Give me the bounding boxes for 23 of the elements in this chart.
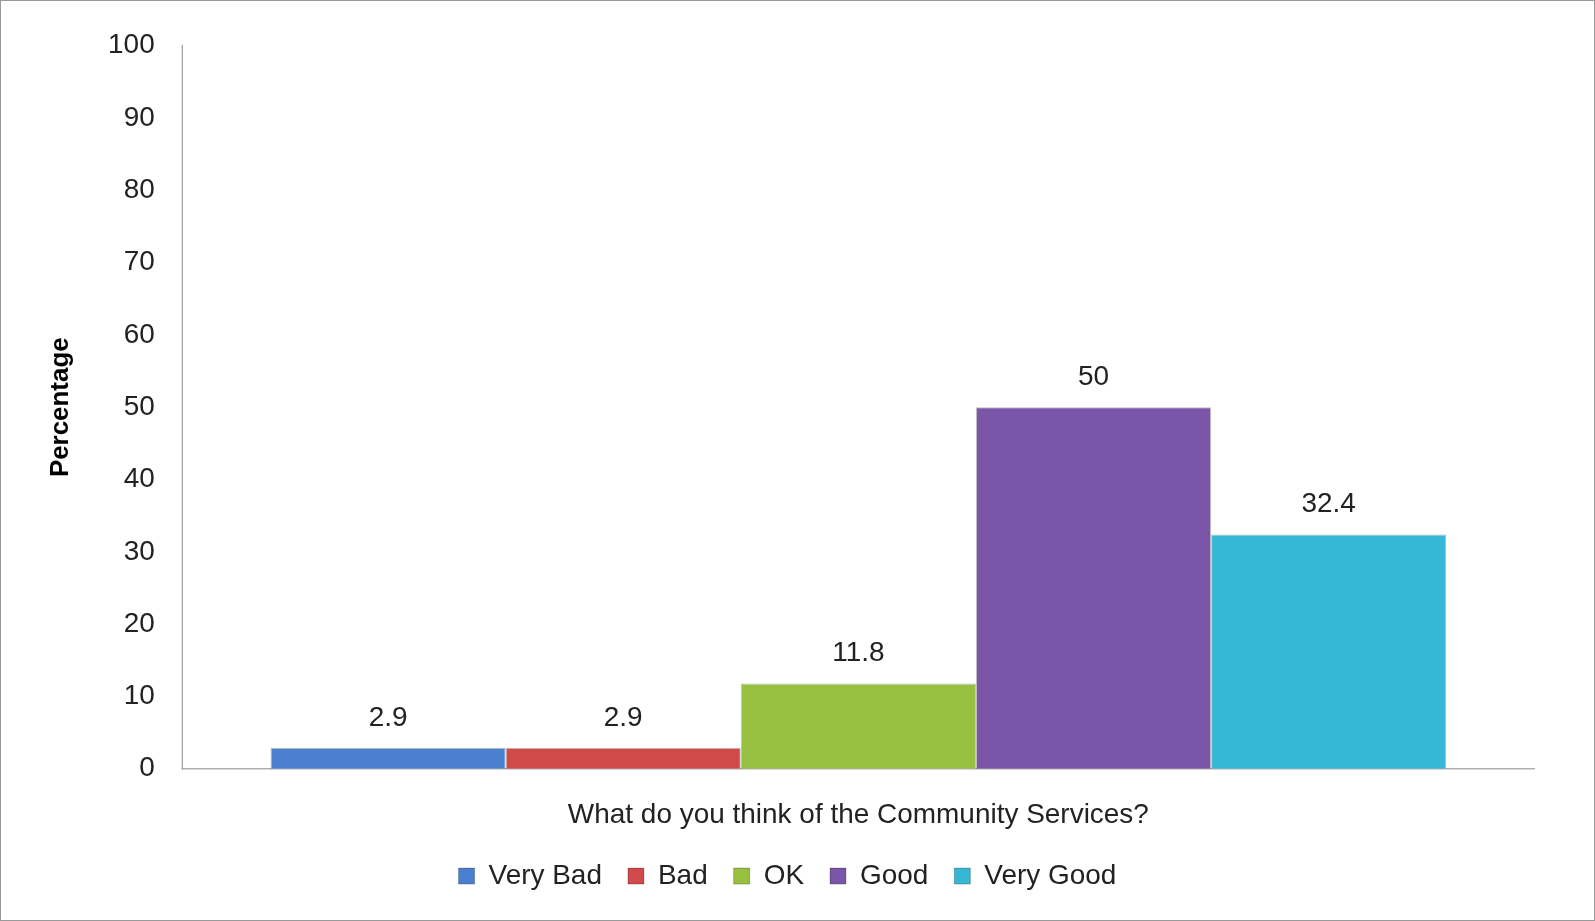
- y-tick-label: 50: [123, 389, 155, 421]
- y-tick-label: 80: [123, 173, 155, 205]
- data-label: 2.9: [368, 700, 408, 732]
- y-tick-label: 40: [123, 462, 155, 494]
- legend-label: OK: [763, 858, 805, 890]
- legend-label: Bad: [657, 858, 708, 890]
- y-tick-label: 20: [123, 606, 155, 638]
- y-tick-label: 60: [123, 317, 155, 349]
- legend-label: Very Good: [984, 858, 1117, 890]
- y-tick-label: 100: [108, 28, 155, 60]
- data-label: 50: [1077, 359, 1110, 391]
- y-tick-label: 10: [123, 679, 155, 711]
- y-tick-label: 90: [123, 100, 155, 132]
- data-label: 2.9: [603, 700, 643, 732]
- data-label: 32.4: [1301, 487, 1356, 519]
- y-axis-title: Percentage: [44, 337, 73, 478]
- legend-label: Good: [859, 858, 929, 890]
- y-tick-label: 30: [123, 534, 155, 566]
- y-tick-label: 0: [139, 751, 155, 783]
- y-tick-label: 70: [123, 245, 155, 277]
- x-axis-title: What do you think of the Community Services?: [567, 798, 1149, 830]
- data-label: 11.8: [832, 636, 885, 668]
- legend-label: Very Bad: [488, 858, 602, 890]
